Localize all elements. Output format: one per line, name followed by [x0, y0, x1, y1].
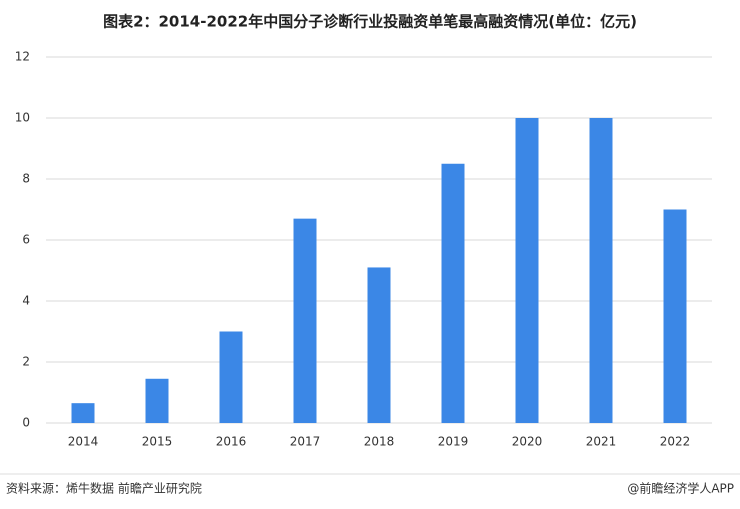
bar — [145, 378, 169, 423]
x-tick-label: 2018 — [364, 435, 395, 449]
y-tick-label: 10 — [15, 111, 30, 125]
chart-title: 图表2：2014-2022年中国分子诊断行业投融资单笔最高融资情况(单位：亿元) — [103, 13, 637, 31]
credit: @前瞻经济学人APP — [627, 481, 734, 496]
bar — [515, 118, 539, 423]
x-tick-label: 2015 — [142, 435, 173, 449]
y-tick-label: 2 — [22, 355, 30, 369]
y-tick-label: 4 — [22, 294, 30, 308]
y-tick-label: 12 — [15, 50, 30, 64]
x-tick-label: 2016 — [216, 435, 247, 449]
bar — [71, 403, 95, 423]
y-tick-label: 6 — [22, 233, 30, 247]
x-tick-label: 2014 — [68, 435, 99, 449]
x-tick-label: 2022 — [660, 435, 691, 449]
bar — [441, 163, 465, 423]
bar — [589, 118, 613, 423]
x-tick-label: 2021 — [586, 435, 617, 449]
bar — [367, 267, 391, 423]
bar — [293, 218, 317, 423]
x-tick-label: 2020 — [512, 435, 543, 449]
bar — [663, 209, 687, 423]
source-note: 资料来源：烯牛数据 前瞻产业研究院 — [6, 481, 202, 496]
x-tick-label: 2017 — [290, 435, 321, 449]
y-tick-label: 0 — [22, 416, 30, 430]
y-tick-label: 8 — [22, 172, 30, 186]
bar — [219, 331, 243, 423]
x-tick-label: 2019 — [438, 435, 469, 449]
